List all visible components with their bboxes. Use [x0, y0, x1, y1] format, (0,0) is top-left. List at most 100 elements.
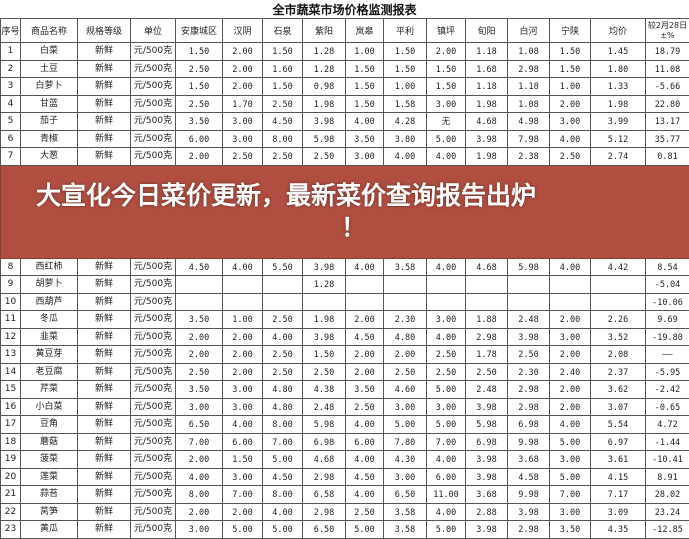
table-cell: 6.98 — [466, 433, 508, 451]
table-cell: 4.50 — [176, 258, 223, 276]
table-cell: 4.80 — [263, 381, 303, 399]
table-cell: 3.50 — [176, 381, 223, 399]
table-cell: 1.50 — [223, 451, 263, 469]
table-cell: 14 — [1, 363, 21, 381]
table-cell: 9.98 — [508, 486, 550, 504]
table-cell: 3.98 — [303, 328, 346, 346]
table-cell: 4.00 — [263, 328, 303, 346]
table-cell: 5.98 — [303, 416, 346, 434]
table-cell: 9 — [1, 276, 21, 294]
table-cell: 23.24 — [646, 503, 689, 521]
table-cell: 新鲜 — [78, 433, 131, 451]
table-cell: 5.12 — [591, 130, 646, 148]
table-cell: 2.00 — [550, 346, 591, 364]
table-cell: 豆角 — [21, 416, 78, 434]
table-cell: 元/500克 — [131, 258, 176, 276]
table-cell: 18 — [1, 433, 21, 451]
table-cell: 元/500克 — [131, 433, 176, 451]
table-cell: 青椒 — [21, 130, 78, 148]
table-cell: 4.00 — [346, 451, 384, 469]
table-cell: 土豆 — [21, 60, 78, 78]
table-cell: 22 — [1, 503, 21, 521]
table-cell: 22.80 — [646, 95, 689, 113]
table-cell: 4.68 — [303, 451, 346, 469]
table-cell: 1.70 — [223, 95, 263, 113]
table-cell: 2.37 — [591, 363, 646, 381]
table-cell: 4.00 — [427, 148, 466, 166]
table-cell: -5.66 — [646, 78, 689, 96]
table-cell: -1.44 — [646, 433, 689, 451]
table-cell: 4.30 — [384, 451, 427, 469]
table-cell: 2.00 — [346, 363, 384, 381]
table-cell: 23 — [1, 521, 21, 539]
table-cell: 4.00 — [550, 258, 591, 276]
table-cell: 6.00 — [346, 433, 384, 451]
column-header: 规格等级 — [78, 19, 131, 43]
table-cell: 3.52 — [591, 328, 646, 346]
table-cell: 4.60 — [384, 381, 427, 399]
table-cell: 4.00 — [223, 258, 263, 276]
table-cell: 2.00 — [550, 398, 591, 416]
table-cell: 4.00 — [346, 416, 384, 434]
table-cell: 3.00 — [223, 130, 263, 148]
table-cell — [466, 276, 508, 294]
table-cell: 2.00 — [550, 95, 591, 113]
table-cell: 新鲜 — [78, 451, 131, 469]
table-cell: 8.00 — [263, 486, 303, 504]
table-cell: 1.50 — [176, 43, 223, 61]
table-cell: 3.00 — [427, 311, 466, 329]
table-cell: -0.65 — [646, 398, 689, 416]
table-cell — [223, 276, 263, 294]
table-cell — [303, 293, 346, 311]
table-cell: 13 — [1, 346, 21, 364]
table-cell: 13.17 — [646, 113, 689, 131]
table-cell: 冬瓜 — [21, 311, 78, 329]
column-header: 旬阳 — [466, 19, 508, 43]
table-cell: 5.00 — [263, 521, 303, 539]
table-cell — [346, 276, 384, 294]
table-cell — [176, 276, 223, 294]
table-cell: 3.98 — [466, 451, 508, 469]
table-cell: 3.00 — [384, 468, 427, 486]
table-cell: 4.98 — [508, 113, 550, 131]
table-cell: 老豆腐 — [21, 363, 78, 381]
table-cell: 2.48 — [303, 398, 346, 416]
table-cell: 3.99 — [591, 113, 646, 131]
table-cell: 2.00 — [223, 363, 263, 381]
table-cell: 1.00 — [550, 78, 591, 96]
table-cell: 2.48 — [508, 311, 550, 329]
table-cell: 1.98 — [591, 95, 646, 113]
table-cell: -10.41 — [646, 451, 689, 469]
table-cell: 4.00 — [427, 258, 466, 276]
table-cell: 小白菜 — [21, 398, 78, 416]
table-cell: 3.00 — [223, 398, 263, 416]
table-cell: 1.68 — [466, 60, 508, 78]
table-cell: 新鲜 — [78, 486, 131, 504]
table-cell: 莴笋 — [21, 503, 78, 521]
table-cell: 2.00 — [427, 43, 466, 61]
table-cell: 7.98 — [508, 130, 550, 148]
column-header: 岚皋 — [346, 19, 384, 43]
table-cell: 2.40 — [550, 363, 591, 381]
table-cell: 元/500克 — [131, 416, 176, 434]
table-cell: 2.00 — [550, 311, 591, 329]
table-cell: 2.98 — [508, 60, 550, 78]
table-cell: 元/500克 — [131, 60, 176, 78]
column-header: 平利 — [384, 19, 427, 43]
table-cell: 10 — [1, 293, 21, 311]
table-cell: 18.79 — [646, 43, 689, 61]
table-cell: 1.50 — [346, 95, 384, 113]
table-cell: 新鲜 — [78, 148, 131, 166]
table-cell: -5.04 — [646, 276, 689, 294]
table-cell: 28.02 — [646, 486, 689, 504]
table-cell: 4.00 — [223, 416, 263, 434]
table-cell: 新鲜 — [78, 416, 131, 434]
table-cell: —— — [646, 346, 689, 364]
table-cell: 元/500克 — [131, 381, 176, 399]
table-cell: 9.69 — [646, 311, 689, 329]
table-cell: 5.98 — [303, 130, 346, 148]
